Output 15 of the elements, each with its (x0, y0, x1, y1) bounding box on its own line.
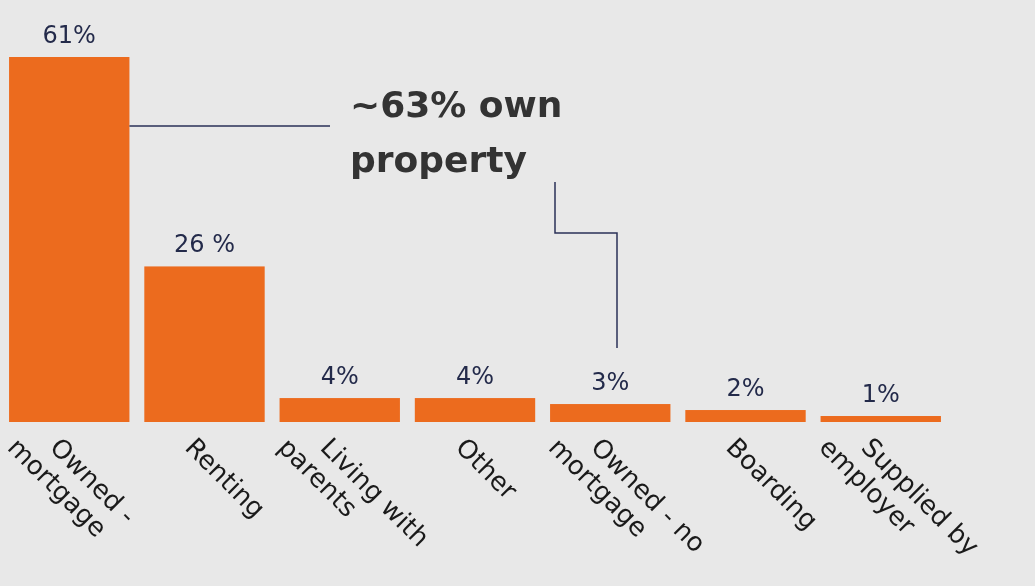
data-label: 3% (591, 368, 630, 397)
data-label: 4% (455, 362, 495, 391)
data-label: 61% (42, 21, 96, 49)
data-label: 2% (726, 374, 765, 403)
data-label: 4% (320, 362, 359, 391)
bar (414, 398, 536, 422)
bar (685, 410, 806, 422)
bar (550, 404, 671, 422)
data-label: 26 % (174, 230, 235, 259)
bar (279, 398, 400, 422)
data-label: 1% (861, 380, 900, 409)
annotation: ~63% own property (350, 84, 563, 180)
bar (9, 57, 130, 422)
bar (144, 266, 265, 422)
bar (820, 416, 941, 422)
